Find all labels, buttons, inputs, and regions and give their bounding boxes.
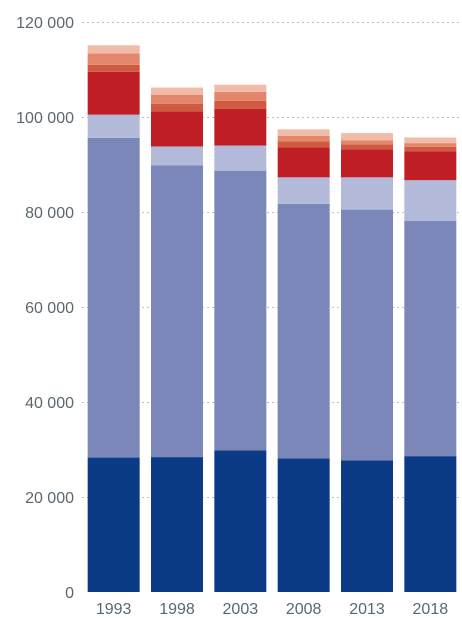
- bar-segment-2003-s5: [214, 100, 267, 109]
- bar-segment-2013-s1: [341, 460, 393, 592]
- bar-segment-2018-s3: [404, 180, 457, 222]
- bar-segment-1993-s4: [87, 71, 140, 115]
- bar-segment-2003-s6: [214, 91, 267, 101]
- y-tick-label: 60 000: [25, 300, 74, 317]
- bar-segment-2003-s7: [214, 84, 267, 92]
- bar-segment-1998-s7: [151, 87, 203, 95]
- y-tick-label: 100 000: [16, 110, 74, 127]
- bar-segment-1993-s7: [87, 45, 140, 54]
- bar-segment-2003-s2: [214, 170, 267, 451]
- y-tick-label: 20 000: [25, 490, 74, 507]
- bar-segment-2013-s4: [341, 149, 393, 178]
- bar-segment-1993-s1: [87, 457, 140, 592]
- bar-segment-2018-s6: [404, 143, 457, 147]
- bar-segment-2008-s7: [277, 129, 330, 136]
- bar-segment-1993-s3: [87, 114, 140, 138]
- x-tick-label: 2008: [286, 601, 322, 618]
- x-tick-label: 2018: [413, 601, 449, 618]
- y-tick-label: 0: [65, 585, 74, 602]
- bar-segment-2008-s5: [277, 141, 330, 148]
- x-axis-ticks: 1993 1998 2003 2008 2013 2018: [96, 601, 448, 618]
- bar-segment-1998-s5: [151, 103, 203, 112]
- bar-segment-2013-s7: [341, 133, 393, 141]
- bar-segment-2013-s5: [341, 144, 393, 150]
- bar-segment-2018-s5: [404, 146, 457, 152]
- bar-segment-2008-s4: [277, 147, 330, 178]
- bar-segment-1998-s2: [151, 165, 203, 458]
- bar-segment-2013-s2: [341, 209, 393, 461]
- bar-segment-1993-s5: [87, 64, 140, 72]
- bar-segment-2008-s1: [277, 458, 330, 592]
- x-tick-label: 1993: [96, 601, 132, 618]
- y-tick-label: 40 000: [25, 395, 74, 412]
- bar-segment-2018-s4: [404, 151, 457, 181]
- bar-segment-2013-s3: [341, 177, 393, 210]
- bar-segment-2013-s6: [341, 140, 393, 145]
- x-tick-label: 2013: [349, 601, 385, 618]
- gridlines: [82, 22, 462, 498]
- bar-segment-1998-s6: [151, 94, 203, 104]
- bar-segment-2008-s3: [277, 177, 330, 204]
- y-axis-ticks: 0 20 000 40 000 60 000 80 000 100 000 120 000: [16, 15, 74, 602]
- x-tick-label: 1998: [159, 601, 195, 618]
- bar-segment-2018-s1: [404, 456, 457, 592]
- bar-segment-1993-s6: [87, 53, 140, 65]
- bar-segment-1998-s4: [151, 111, 203, 147]
- y-tick-label: 120 000: [16, 15, 74, 32]
- bar-segment-1993-s2: [87, 137, 140, 458]
- y-tick-label: 80 000: [25, 205, 74, 222]
- bar-segment-1998-s3: [151, 146, 203, 166]
- bar-segment-2003-s1: [214, 450, 267, 592]
- bar-segment-2003-s4: [214, 108, 267, 146]
- bar-segment-2018-s2: [404, 221, 457, 457]
- bar-segment-2003-s3: [214, 145, 267, 171]
- bar-segment-2008-s2: [277, 203, 330, 459]
- bar-segment-2008-s6: [277, 136, 330, 142]
- bar-segment-2018-s7: [404, 137, 457, 144]
- x-tick-label: 2003: [223, 601, 259, 618]
- bar-segment-1998-s1: [151, 457, 203, 592]
- bars: [87, 45, 457, 592]
